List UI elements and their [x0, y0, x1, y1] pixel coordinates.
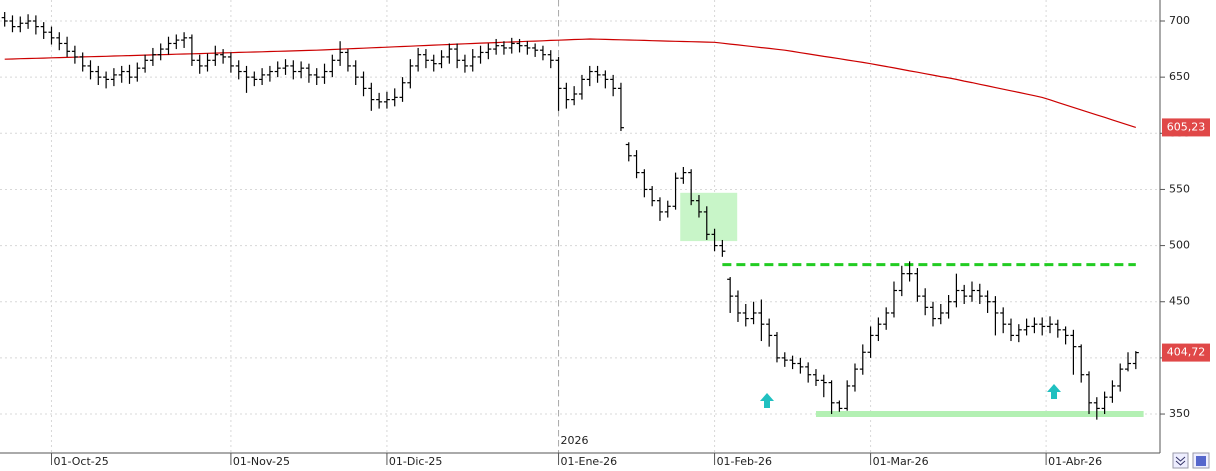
price-badge-label: 404,72: [1167, 346, 1206, 359]
x-tick-label: 01-Nov-25: [233, 455, 290, 468]
moving-average: [4, 38, 1136, 128]
arrow-up: [1047, 384, 1061, 399]
year-label: 2026: [561, 434, 589, 447]
y-tick-label: 550: [1169, 182, 1190, 195]
y-tick-label: 700: [1169, 14, 1190, 27]
plot-area: [0, 0, 1160, 453]
price-badge-label: 605,23: [1167, 120, 1206, 133]
scroll-icon: [1175, 456, 1186, 466]
x-tick-label: 01-Feb-26: [717, 455, 772, 468]
x-tick-label: 01-Dic-25: [389, 455, 443, 468]
x-tick-label: 01-Mar-26: [873, 455, 929, 468]
price-badge: [1162, 343, 1210, 362]
x-tick-label: 01-Abr-26: [1048, 455, 1102, 468]
arrow-up: [760, 393, 774, 408]
y-tick-label: 450: [1169, 295, 1190, 308]
save-icon: [1196, 456, 1206, 466]
price-badge: [1162, 118, 1210, 137]
x-tick-label: 01-Ene-26: [561, 455, 618, 468]
y-tick-label: 650: [1169, 70, 1190, 83]
y-tick-label: 350: [1169, 407, 1190, 420]
y-tick-label: 500: [1169, 239, 1190, 252]
x-tick-label: 01-Oct-25: [53, 455, 108, 468]
zone-box: [680, 192, 738, 242]
